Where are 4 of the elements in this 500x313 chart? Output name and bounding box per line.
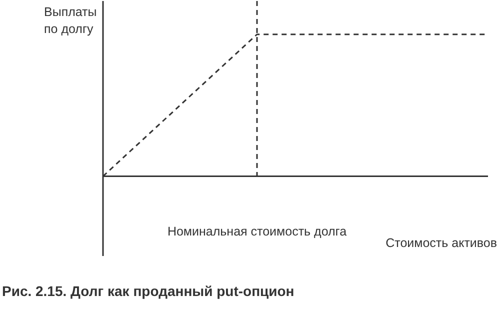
x-axis-title: Стоимость активов (386, 236, 497, 250)
text: Рис. 2.15. Долг как проданный put-опцион (2, 283, 294, 299)
y-axis-title: Выплаты по долгу (44, 4, 98, 38)
text: Номинальная стоимость долга (167, 224, 347, 239)
